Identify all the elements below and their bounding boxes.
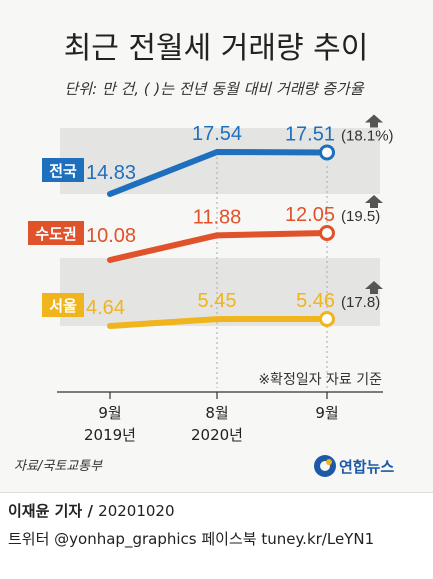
data-label: 10.08 bbox=[86, 225, 136, 247]
up-arrow-icon bbox=[365, 281, 383, 294]
legend-badge bbox=[42, 293, 84, 317]
chart-svg: 최근 전월세 거래량 추이 단위: 만 건, ( )는 전년 동월 대비 거래량… bbox=[14, 31, 394, 477]
source-credit: 자료/국토교통부 bbox=[14, 459, 103, 474]
series-end-marker bbox=[319, 144, 335, 161]
series-line bbox=[107, 316, 330, 329]
data-label: 17.51 bbox=[285, 123, 335, 145]
social-links: 트위터 @yonhap_graphics 페이스북 tuney.kr/LeYN1 bbox=[8, 530, 375, 548]
data-label: 5.46 bbox=[296, 290, 335, 312]
series-2: 10.08 11.88 12.05 (19.5) 수도권 bbox=[28, 195, 383, 263]
series-end-marker bbox=[319, 225, 335, 241]
chart-title: 최근 전월세 거래량 추이 bbox=[64, 31, 369, 66]
data-label: 17.54 bbox=[192, 123, 242, 145]
data-label: 12.05 bbox=[285, 204, 335, 226]
legend-badge bbox=[42, 158, 84, 182]
series-end-marker bbox=[319, 311, 335, 327]
legend-label: 수도권 bbox=[35, 225, 76, 243]
x-tick-month: 9월 bbox=[315, 404, 338, 422]
data-label: 11.88 bbox=[193, 206, 242, 228]
x-tick-year: 2020년 bbox=[191, 426, 243, 444]
legend-badge bbox=[28, 221, 84, 245]
legend-label: 전국 bbox=[49, 162, 77, 180]
logo-text: 연합뉴스 bbox=[339, 458, 394, 476]
growth-label: (19.5) bbox=[341, 208, 380, 225]
data-note: ※확정일자 자료 기준 bbox=[258, 372, 382, 388]
byline-author: 이재윤 기자 bbox=[8, 502, 83, 520]
series-layer: 14.83 17.54 17.51 (18.1%) 전국 10.08 11.88 12.05 (… bbox=[28, 114, 394, 329]
x-tick-year: 2019년 bbox=[84, 426, 136, 444]
x-tick-month: 8월 bbox=[205, 404, 228, 422]
x-tick-month: 9월 bbox=[98, 404, 121, 422]
data-label: 14.83 bbox=[86, 162, 136, 184]
data-label: 5.45 bbox=[198, 290, 237, 312]
yonhap-logo: 연합뉴스 bbox=[314, 455, 394, 477]
growth-label: (18.1%) bbox=[341, 127, 394, 144]
byline-date: 20201020 bbox=[98, 502, 175, 520]
infographic-card: 최근 전월세 거래량 추이 단위: 만 건, ( )는 전년 동월 대비 거래량… bbox=[0, 31, 433, 493]
chart-subtitle: 단위: 만 건, ( )는 전년 동월 대비 거래량 증가율 bbox=[64, 80, 364, 98]
growth-label: (17.8) bbox=[341, 294, 380, 311]
series-1: 14.83 17.54 17.51 (18.1%) 전국 bbox=[42, 114, 394, 197]
series-line bbox=[107, 149, 330, 197]
up-arrow-icon bbox=[365, 195, 383, 208]
data-label: 4.64 bbox=[86, 297, 125, 319]
legend-label: 서울 bbox=[49, 297, 77, 315]
up-arrow-icon bbox=[365, 114, 383, 128]
x-axis-labels: 9월 2019년 8월 2020년 9월 bbox=[84, 392, 339, 444]
byline: 이재윤 기자 / 20201020 bbox=[8, 502, 175, 520]
series-3: 4.64 5.45 5.46 (17.8) 서울 bbox=[42, 281, 383, 329]
series-line bbox=[107, 230, 330, 263]
